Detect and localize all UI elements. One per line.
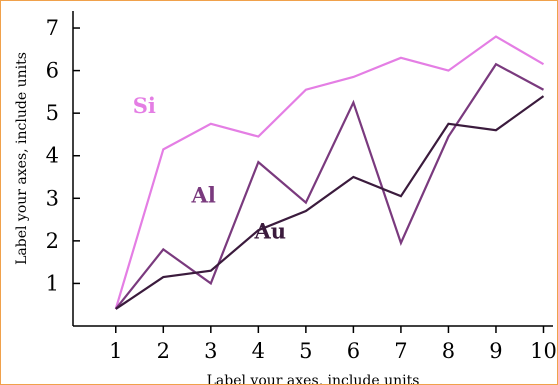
y-tick-label: 2	[46, 229, 59, 253]
series-lines	[114, 35, 545, 310]
axes	[72, 11, 553, 327]
y-ticks: 1 2 3 4 5 6 7	[46, 16, 80, 295]
series-label-si: Si	[133, 93, 156, 118]
series-line-al	[114, 62, 545, 310]
series-label-au: Au	[253, 219, 286, 244]
y-tick-label: 3	[46, 186, 59, 210]
x-axis-title: Label your axes, include units	[207, 373, 420, 385]
x-ticks: 1 2 3 4 5 6 7 8 9 10	[109, 326, 557, 363]
series-labels: Si Al Au	[133, 93, 286, 244]
x-tick-label: 9	[489, 339, 502, 363]
x-tick-label: 5	[299, 339, 312, 363]
series-line-au	[115, 95, 545, 310]
x-tick-label: 10	[530, 339, 557, 363]
x-tick-label: 3	[204, 339, 217, 363]
y-tick-label: 1	[46, 271, 59, 295]
series-label-al: Al	[191, 183, 216, 208]
x-tick-label: 4	[252, 339, 265, 363]
series-line-si	[114, 35, 545, 310]
y-tick-label: 4	[46, 144, 59, 168]
x-tick-label: 7	[394, 339, 407, 363]
y-tick-label: 5	[46, 101, 59, 125]
x-tick-label: 6	[347, 339, 360, 363]
x-tick-label: 1	[109, 339, 122, 363]
y-tick-label: 7	[46, 16, 59, 40]
y-axis-title: Label your axes, include units	[14, 52, 30, 265]
x-tick-label: 2	[157, 339, 170, 363]
x-tick-label: 8	[442, 339, 455, 363]
y-tick-label: 6	[46, 59, 59, 83]
